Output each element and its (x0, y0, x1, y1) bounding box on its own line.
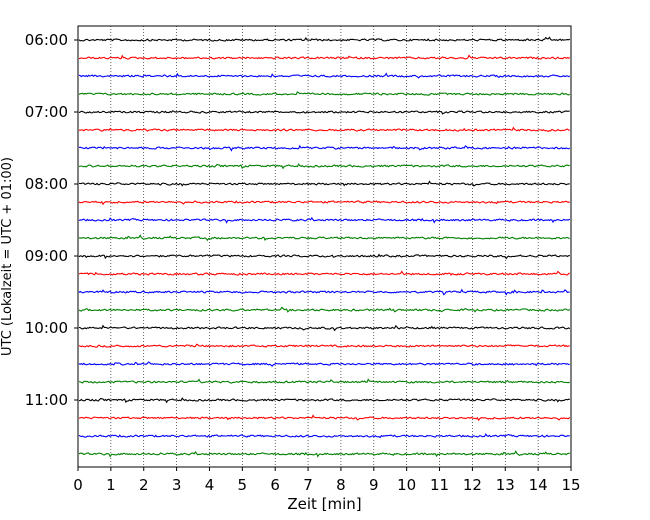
x-tick-label-14: 14 (529, 476, 548, 494)
x-tick-label-5: 5 (238, 476, 248, 494)
trace-14 (78, 270, 570, 276)
x-tick-label-1: 1 (106, 476, 116, 494)
trace-3 (78, 72, 571, 79)
trace-5 (78, 110, 570, 115)
trace-9 (78, 180, 570, 187)
x-tick-label-6: 6 (270, 476, 280, 494)
trace-6 (78, 126, 570, 133)
trace-7 (78, 144, 571, 152)
y-axis-label: UTC (Lokalzeit = UTC + 01:00) (0, 157, 15, 356)
trace-15 (78, 288, 570, 296)
trace-21 (78, 397, 570, 404)
trace-4 (78, 91, 571, 96)
x-tick-label-2: 2 (139, 476, 149, 494)
y-tick-label-0: 06:00 (25, 31, 68, 49)
x-tick-label-9: 9 (369, 476, 379, 494)
trace-1 (78, 36, 571, 42)
trace-10 (78, 200, 571, 206)
trace-18 (78, 343, 570, 348)
x-tick-label-8: 8 (336, 476, 346, 494)
x-tick-label-0: 0 (73, 476, 83, 494)
seismic-traces (78, 36, 571, 458)
x-axis-ticks: 0 1 2 3 4 5 6 7 8 9 10 11 12 13 14 15 (73, 467, 581, 494)
trace-23 (78, 433, 570, 439)
y-tick-label-3: 09:00 (25, 247, 68, 265)
x-tick-label-13: 13 (496, 476, 515, 494)
x-tick-label-11: 11 (430, 476, 449, 494)
x-tick-label-15: 15 (561, 476, 580, 494)
trace-19 (78, 361, 570, 367)
y-tick-label-1: 07:00 (25, 103, 68, 121)
trace-22 (78, 414, 571, 422)
y-axis-ticks: 06:00 07:00 08:00 09:00 10:00 11:00 (25, 31, 78, 409)
trace-17 (78, 324, 571, 332)
y-tick-label-4: 10:00 (25, 319, 68, 337)
trace-12 (78, 234, 570, 242)
x-tick-label-12: 12 (463, 476, 482, 494)
x-tick-label-10: 10 (397, 476, 416, 494)
y-tick-label-2: 08:00 (25, 175, 68, 193)
trace-8 (78, 163, 570, 170)
trace-13 (78, 253, 570, 260)
trace-2 (78, 54, 571, 60)
x-tick-label-4: 4 (205, 476, 215, 494)
trace-11 (78, 216, 571, 224)
x-tick-label-7: 7 (303, 476, 313, 494)
trace-24 (78, 450, 570, 458)
y-tick-label-5: 11:00 (25, 391, 68, 409)
trace-16 (78, 306, 571, 313)
plot-frame (77, 25, 572, 468)
x-tick-label-3: 3 (172, 476, 182, 494)
trace-20 (78, 378, 571, 384)
x-axis-label: Zeit [min] (287, 495, 361, 513)
